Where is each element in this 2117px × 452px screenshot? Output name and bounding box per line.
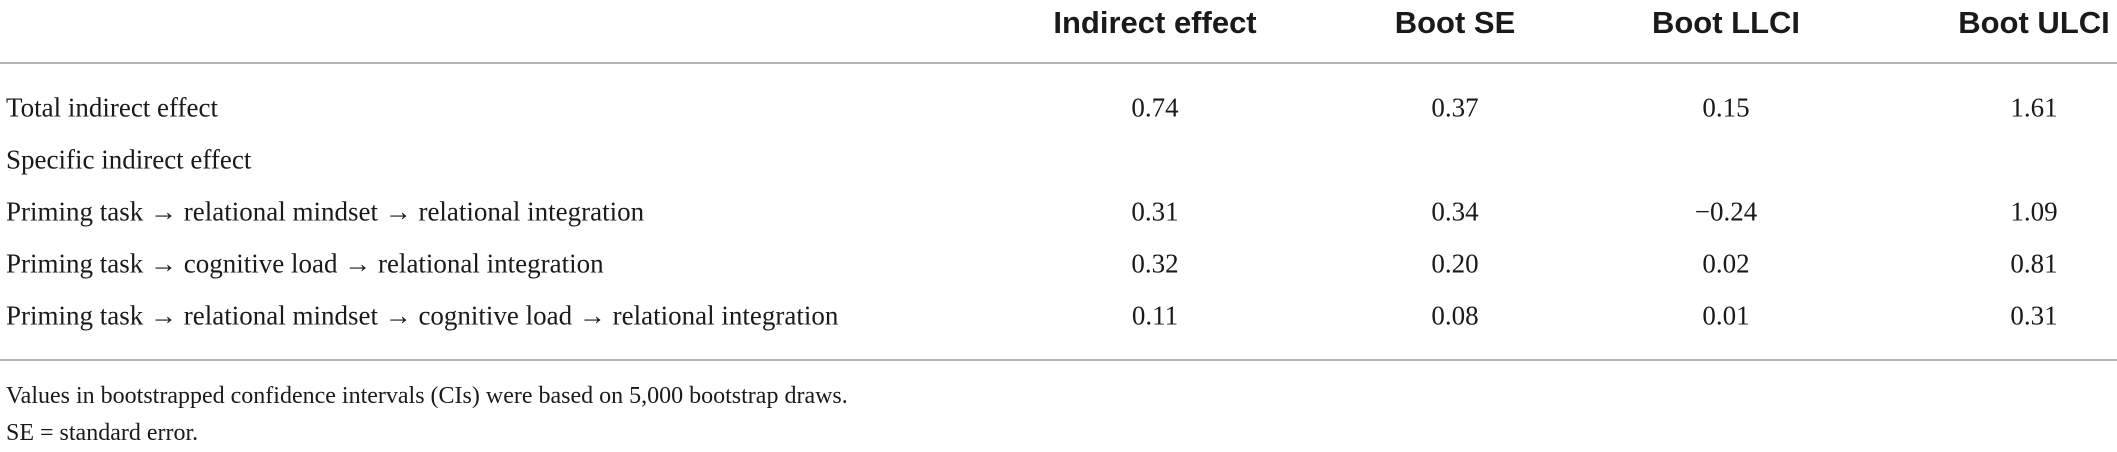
col-header-boot-se: Boot SE [1394, 5, 1516, 40]
cell-indirect-effect: 0.74 [1131, 92, 1179, 123]
cell-boot-ulci: 1.61 [2010, 92, 2058, 123]
cell-boot-se: 0.34 [1431, 196, 1479, 227]
table-row: Priming task → relational mindset → cogn… [0, 290, 2117, 342]
cell-boot-ulci: 0.31 [2010, 300, 2058, 331]
cell-boot-llci: 0.15 [1702, 92, 1750, 123]
table-footnotes: Values in bootstrapped confidence interv… [6, 378, 848, 452]
header-divider [0, 62, 2117, 64]
cell-boot-ulci: 1.09 [2010, 196, 2058, 227]
row-label: Total indirect effect [6, 92, 219, 123]
table-row: Priming task → cognitive load → relation… [0, 238, 2117, 290]
footnote: Values in bootstrapped confidence interv… [6, 383, 848, 409]
footnote: SE = standard error. [6, 420, 199, 446]
col-header-boot-ulci: Boot ULCI [1958, 5, 2110, 40]
table-row: Specific indirect effect [0, 134, 2117, 186]
row-label: Priming task → relational mindset → rela… [6, 196, 645, 227]
cell-boot-ulci: 0.81 [2010, 248, 2058, 279]
table-row: Priming task → relational mindset → rela… [0, 186, 2117, 238]
table-row: Total indirect effect 0.74 0.37 0.15 1.6… [0, 82, 2117, 134]
cell-boot-llci: −0.24 [1694, 196, 1758, 227]
cell-boot-se: 0.08 [1431, 300, 1479, 331]
col-header-indirect-effect: Indirect effect [1053, 5, 1257, 40]
table-header: Indirect effect Boot SE Boot LLCI Boot U… [0, 0, 2117, 62]
row-label: Priming task → relational mindset → cogn… [6, 300, 839, 331]
cell-boot-llci: 0.02 [1702, 248, 1750, 279]
cell-boot-se: 0.20 [1431, 248, 1479, 279]
row-label: Specific indirect effect [6, 144, 252, 175]
cell-indirect-effect: 0.31 [1131, 196, 1179, 227]
cell-boot-llci: 0.01 [1702, 300, 1750, 331]
cell-indirect-effect: 0.32 [1131, 248, 1179, 279]
row-label: Priming task → cognitive load → relation… [6, 248, 604, 279]
col-header-boot-llci: Boot LLCI [1651, 5, 1801, 40]
footer-divider [0, 359, 2117, 361]
cell-indirect-effect: 0.11 [1131, 300, 1179, 331]
cell-boot-se: 0.37 [1431, 92, 1479, 123]
